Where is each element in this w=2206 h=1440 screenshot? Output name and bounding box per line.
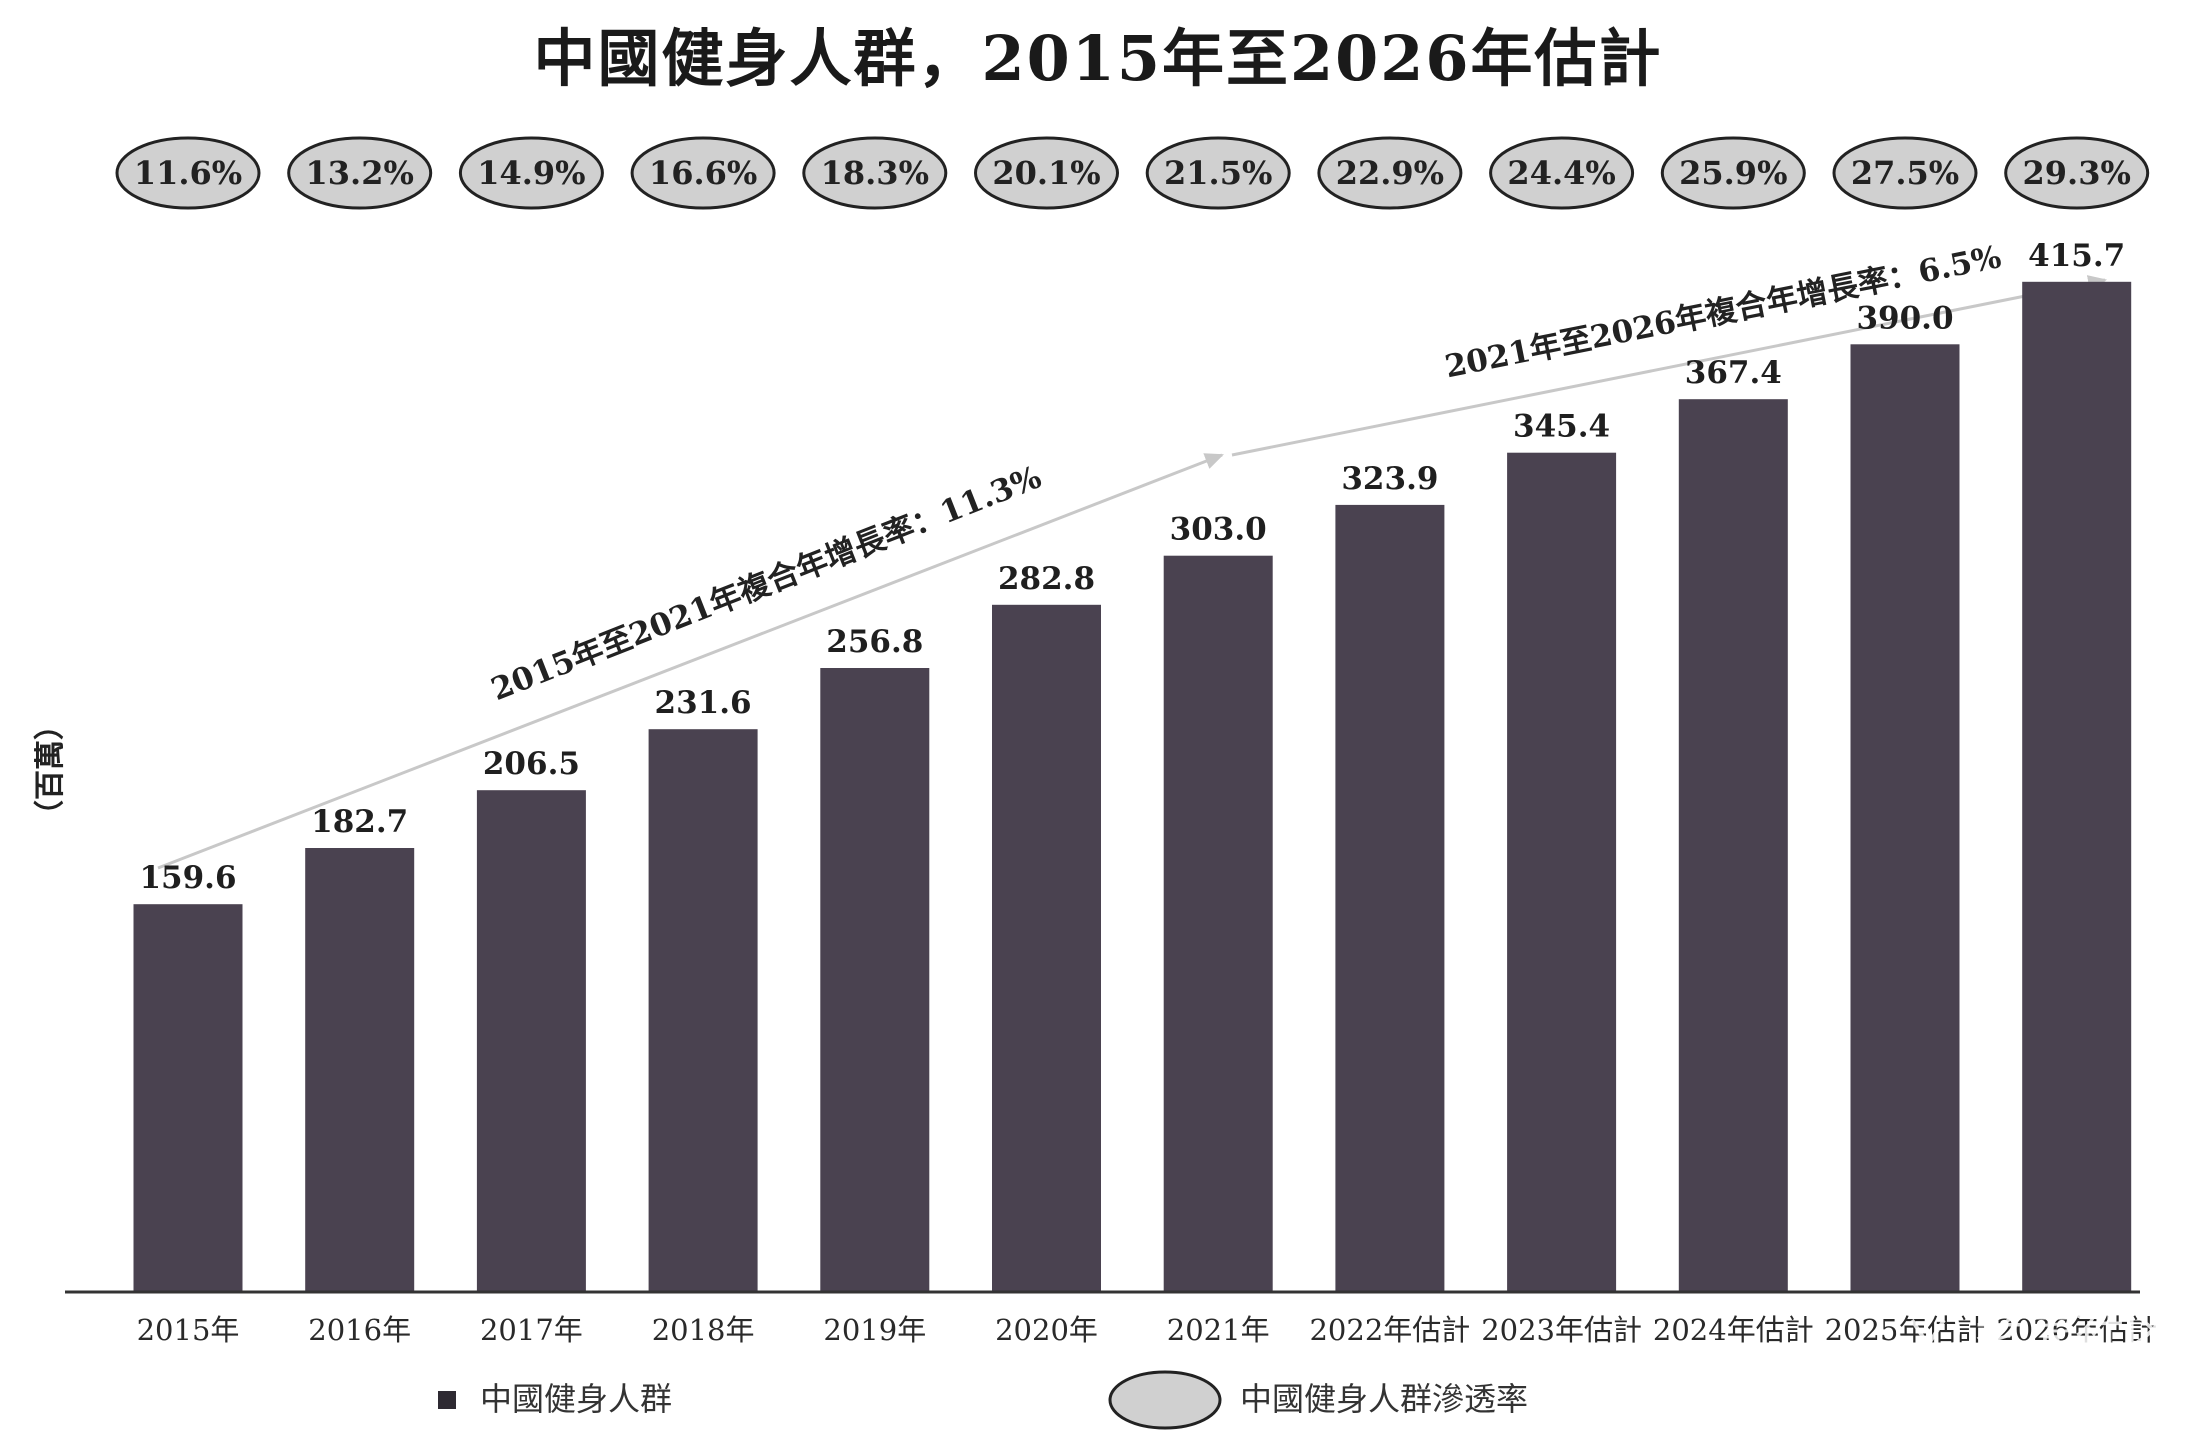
value-label-12: 415.7: [2028, 238, 2125, 274]
bar-12: [2022, 281, 2132, 1292]
cagr-arrows: 2015年至2021年複合年增長率：11.3% 2021年至2026年複合年增長…: [157, 239, 2108, 870]
legend-label-bar: 中國健身人群: [480, 1380, 672, 1418]
bar-10: [1678, 399, 1788, 1292]
penetration-rate-row: 11.6% 13.2% 14.9% 16.6% 18.3% 20.1% 21.5% 22.9%…: [115, 136, 2150, 210]
bar-series: [133, 281, 2132, 1292]
category-label-1: 2015年: [137, 1313, 240, 1347]
penetration-ellipse-11: [1832, 136, 1978, 210]
penetration-label-6: 20.1%: [992, 154, 1100, 192]
value-label-8: 323.9: [1341, 461, 1438, 497]
penetration-label-7: 21.5%: [1164, 154, 1272, 192]
category-label-11: 2025年估計: [1825, 1313, 1986, 1347]
value-label-11: 390.0: [1856, 300, 1953, 336]
x-axis-tick-labels: 2015年 2016年 2017年 2018年 2019年 2020年 2021年 2022年…: [137, 1313, 2158, 1347]
category-label-9: 2023年估計: [1481, 1313, 1642, 1347]
value-labels: 159.6 182.7 206.5 231.6 256.8 282.8 303.0 323.9…: [139, 238, 2125, 896]
value-label-4: 231.6: [655, 685, 752, 721]
penetration-ellipse-10: [1660, 136, 1806, 210]
bar-6: [992, 604, 1101, 1292]
penetration-ellipse-5: [802, 136, 948, 210]
penetration-label-8: 22.9%: [1336, 154, 1444, 192]
legend-swatch-bar: [438, 1391, 456, 1409]
penetration-label-3: 14.9%: [477, 154, 585, 192]
penetration-ellipse-9: [1489, 136, 1635, 210]
penetration-ellipse-12: [2004, 136, 2150, 210]
penetration-ellipse-8: [1317, 136, 1463, 210]
penetration-label-12: 29.3%: [2023, 154, 2131, 192]
penetration-label-4: 16.6%: [649, 154, 757, 192]
category-label-6: 2020年: [995, 1313, 1098, 1347]
watermark: 老虎社区 @美港股观察社: [1896, 1298, 2175, 1427]
cagr-arrow-2015-2021: [157, 453, 1224, 870]
category-label-12: 2026年估計: [1996, 1313, 2157, 1347]
bar-7: [1163, 555, 1273, 1292]
category-label-10: 2024年估計: [1653, 1313, 1814, 1347]
value-label-6: 282.8: [998, 561, 1095, 597]
category-label-7: 2021年: [1167, 1313, 1270, 1347]
penetration-ellipse-6: [974, 136, 1119, 210]
cagr-arrow-2021-2026: [1231, 275, 2108, 457]
penetration-label-10: 25.9%: [1679, 154, 1787, 192]
y-axis-label: （百萬）: [33, 710, 68, 830]
penetration-label-11: 27.5%: [1851, 154, 1959, 192]
penetration-ellipse-2: [287, 136, 433, 210]
penetration-ellipse-3: [458, 136, 604, 210]
penetration-label-2: 13.2%: [306, 154, 414, 192]
cagr-label-2015-2021: 2015年至2021年複合年增長率：11.3%: [486, 459, 1046, 708]
bar-5: [820, 668, 930, 1292]
bar-4: [648, 729, 758, 1292]
penetration-label-9: 24.4%: [1507, 154, 1615, 192]
category-label-2: 2016年: [308, 1313, 411, 1347]
category-label-4: 2018年: [652, 1313, 755, 1347]
legend-swatch-ellipse: [1108, 1370, 1222, 1430]
bar-11: [1850, 344, 1960, 1292]
legend-label-penetration: 中國健身人群滲透率: [1240, 1380, 1528, 1418]
category-label-8: 2022年估計: [1309, 1313, 1470, 1347]
bar-2: [305, 848, 415, 1292]
bar-1: [133, 904, 243, 1292]
category-label-5: 2019年: [823, 1313, 926, 1347]
penetration-label-1: 11.6%: [134, 154, 242, 192]
bar-3: [476, 790, 586, 1292]
penetration-ellipse-1: [115, 136, 261, 210]
value-label-1: 159.6: [139, 860, 236, 896]
watermark-line2: @美港股观察社: [1918, 1386, 2170, 1427]
value-label-10: 367.4: [1685, 355, 1782, 391]
tiger-logo-icon: [1896, 1298, 1960, 1362]
bar-8: [1335, 504, 1445, 1292]
penetration-label-5: 18.3%: [821, 154, 929, 192]
legend: 中國健身人群 中國健身人群滲透率: [438, 1370, 1528, 1430]
value-label-3: 206.5: [483, 746, 580, 782]
penetration-ellipse-4: [630, 136, 776, 210]
value-label-5: 256.8: [826, 624, 923, 660]
watermark-line1: 老虎社区: [1975, 1302, 2175, 1360]
category-label-3: 2017年: [480, 1313, 583, 1347]
value-label-2: 182.7: [311, 804, 408, 840]
value-label-7: 303.0: [1170, 512, 1267, 548]
bar-9: [1507, 452, 1617, 1292]
penetration-ellipse-7: [1145, 136, 1291, 210]
value-label-9: 345.4: [1513, 409, 1610, 445]
chart-title: 中國健身人群，2015年至2026年估計: [533, 22, 1662, 95]
